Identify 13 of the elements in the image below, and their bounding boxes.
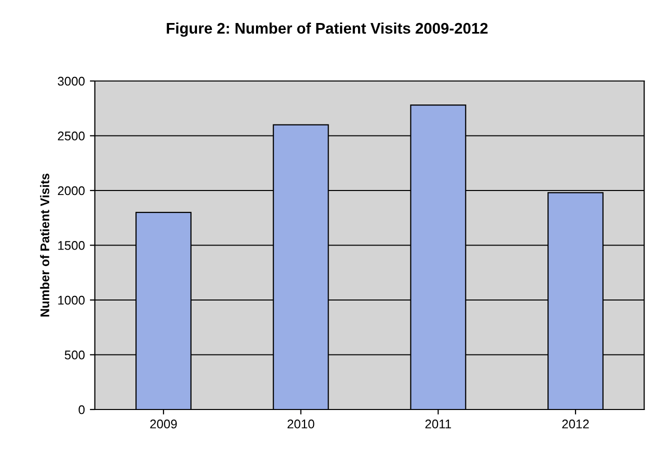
y-tick-label: 3000 — [58, 76, 85, 86]
y-tick-label: 1000 — [58, 296, 85, 305]
x-tick-label: 2011 — [425, 420, 452, 428]
y-tick-label: 2000 — [58, 186, 85, 196]
y-tick-label: 0 — [78, 405, 85, 414]
x-tick-label: 2009 — [150, 420, 177, 428]
y-tick-label: 2500 — [58, 132, 85, 140]
y-axis-title: Number of Patient Visits — [40, 174, 50, 317]
x-tick-label: 2012 — [562, 420, 589, 428]
x-tick-label: 2010 — [288, 420, 314, 428]
chart-title: Figure 2: Number of Patient Visits 2009-2012 — [166, 22, 488, 37]
y-tick-label: 500 — [64, 350, 85, 360]
y-tick-label: 1500 — [58, 241, 85, 250]
